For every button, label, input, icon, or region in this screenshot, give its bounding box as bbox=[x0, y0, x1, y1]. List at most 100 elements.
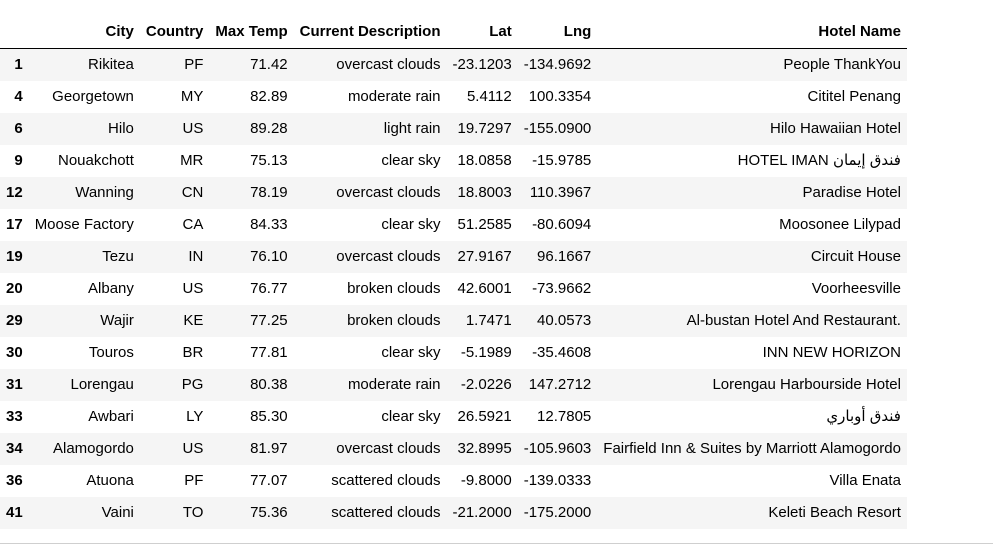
cell-city: Awbari bbox=[88, 408, 134, 425]
cell-lng: -175.2000 bbox=[523, 504, 592, 521]
cell-lat: 19.7297 bbox=[457, 120, 512, 137]
table-row: 19 Tezu IN 76.10 overcast clouds 27.9167… bbox=[0, 241, 907, 273]
row-index: 9 bbox=[14, 152, 23, 169]
cell-max-temp: 77.81 bbox=[250, 344, 288, 361]
cell-max-temp: 89.28 bbox=[250, 120, 288, 137]
row-index: 19 bbox=[6, 248, 23, 265]
cell-lng: -105.9603 bbox=[523, 440, 592, 457]
cell-description: overcast clouds bbox=[336, 440, 441, 457]
cell-hotel-name: فندق أوباري bbox=[826, 408, 901, 425]
cell-description: broken clouds bbox=[347, 280, 441, 297]
header-hotel-name: Hotel Name bbox=[597, 16, 907, 49]
cell-country: PG bbox=[181, 376, 204, 393]
cell-hotel-name: INN NEW HORIZON bbox=[762, 344, 901, 361]
cell-hotel-name: Voorheesville bbox=[811, 280, 901, 297]
cell-lat: 5.4112 bbox=[466, 88, 512, 105]
row-index: 36 bbox=[6, 472, 23, 489]
cell-lng: -73.9662 bbox=[532, 280, 592, 297]
cell-lng: -80.6094 bbox=[532, 216, 592, 233]
cell-city: Wanning bbox=[75, 184, 134, 201]
cell-lng: 96.1667 bbox=[537, 248, 592, 265]
header-lat: Lat bbox=[446, 16, 518, 49]
cell-max-temp: 75.13 bbox=[250, 152, 288, 169]
cell-country: US bbox=[182, 120, 204, 137]
cell-lat: -21.2000 bbox=[452, 504, 512, 521]
cell-description: clear sky bbox=[381, 344, 441, 361]
row-index: 30 bbox=[6, 344, 23, 361]
header-max-temp: Max Temp bbox=[209, 16, 294, 49]
cell-country: US bbox=[182, 280, 204, 297]
cell-country: CN bbox=[181, 184, 204, 201]
cell-country: MY bbox=[180, 88, 204, 105]
cell-max-temp: 82.89 bbox=[250, 88, 288, 105]
cell-hotel-name: People ThankYou bbox=[783, 56, 901, 73]
table-row: 1 Rikitea PF 71.42 overcast clouds -23.1… bbox=[0, 48, 907, 81]
row-index: 4 bbox=[14, 88, 23, 105]
cell-description: overcast clouds bbox=[336, 184, 441, 201]
cell-description: clear sky bbox=[381, 408, 441, 425]
cell-lat: 27.9167 bbox=[457, 248, 512, 265]
cell-country: TO bbox=[182, 504, 204, 521]
row-index: 41 bbox=[6, 504, 23, 521]
cell-max-temp: 85.30 bbox=[250, 408, 288, 425]
cell-hotel-name: Fairfield Inn & Suites by Marriott Alamo… bbox=[603, 440, 901, 457]
cell-city: Albany bbox=[88, 280, 134, 297]
cell-hotel-name: Keleti Beach Resort bbox=[768, 504, 901, 521]
cell-hotel-name: Villa Enata bbox=[829, 472, 901, 489]
cell-country: PF bbox=[184, 472, 204, 489]
cell-lat: 42.6001 bbox=[457, 280, 512, 297]
cell-description: scattered clouds bbox=[331, 504, 441, 521]
table-row: 34 Alamogordo US 81.97 overcast clouds 3… bbox=[0, 433, 907, 465]
cell-city: Tezu bbox=[102, 248, 134, 265]
cell-city: Hilo bbox=[108, 120, 134, 137]
row-index: 17 bbox=[6, 216, 23, 233]
row-index: 12 bbox=[6, 184, 23, 201]
cell-max-temp: 75.36 bbox=[250, 504, 288, 521]
table-row: 4 Georgetown MY 82.89 moderate rain 5.41… bbox=[0, 81, 907, 113]
cell-description: clear sky bbox=[381, 216, 441, 233]
cell-lat: -5.1989 bbox=[460, 344, 512, 361]
cell-country: MR bbox=[180, 152, 204, 169]
cell-lat: 18.8003 bbox=[457, 184, 512, 201]
cell-max-temp: 78.19 bbox=[250, 184, 288, 201]
table-row: 36 Atuona PF 77.07 scattered clouds -9.8… bbox=[0, 465, 907, 497]
cell-lat: 26.5921 bbox=[457, 408, 512, 425]
cell-city: Rikitea bbox=[88, 56, 134, 73]
cell-max-temp: 77.25 bbox=[250, 312, 288, 329]
cell-description: light rain bbox=[383, 120, 441, 137]
table-body: 1 Rikitea PF 71.42 overcast clouds -23.1… bbox=[0, 48, 907, 529]
cell-city: Georgetown bbox=[52, 88, 134, 105]
header-index bbox=[0, 16, 29, 49]
table-row: 30 Touros BR 77.81 clear sky -5.1989 -35… bbox=[0, 337, 907, 369]
cell-lat: -23.1203 bbox=[452, 56, 512, 73]
cell-country: KE bbox=[183, 312, 204, 329]
header-row: City Country Max Temp Current Descriptio… bbox=[0, 16, 907, 49]
cell-lat: 51.2585 bbox=[457, 216, 512, 233]
cell-country: PF bbox=[184, 56, 204, 73]
cell-lng: 40.0573 bbox=[537, 312, 592, 329]
cell-description: overcast clouds bbox=[336, 56, 441, 73]
row-index: 31 bbox=[6, 376, 23, 393]
header-lng: Lng bbox=[517, 16, 598, 49]
table-row: 6 Hilo US 89.28 light rain 19.7297 -155.… bbox=[0, 113, 907, 145]
table-row: 9 Nouakchott MR 75.13 clear sky 18.0858 … bbox=[0, 145, 907, 177]
cell-city: Touros bbox=[88, 344, 134, 361]
row-index: 1 bbox=[14, 56, 23, 73]
cell-hotel-name: Moosonee Lilypad bbox=[779, 216, 901, 233]
cell-lat: 1.7471 bbox=[465, 312, 512, 329]
row-index: 33 bbox=[6, 408, 23, 425]
cell-country: LY bbox=[186, 408, 204, 425]
cell-description: broken clouds bbox=[347, 312, 441, 329]
cell-description: scattered clouds bbox=[331, 472, 441, 489]
cell-lat: 18.0858 bbox=[457, 152, 512, 169]
cell-city: Moose Factory bbox=[34, 216, 134, 233]
dataframe-output: City Country Max Temp Current Descriptio… bbox=[0, 16, 907, 529]
cell-lat: -9.8000 bbox=[460, 472, 512, 489]
header-city: City bbox=[28, 16, 140, 49]
cell-city: Alamogordo bbox=[53, 440, 134, 457]
cell-max-temp: 77.07 bbox=[250, 472, 288, 489]
header-current-description: Current Description bbox=[293, 16, 447, 49]
cell-lng: -139.0333 bbox=[523, 472, 592, 489]
cell-lng: -134.9692 bbox=[523, 56, 592, 73]
cell-city: Lorengau bbox=[70, 376, 134, 393]
